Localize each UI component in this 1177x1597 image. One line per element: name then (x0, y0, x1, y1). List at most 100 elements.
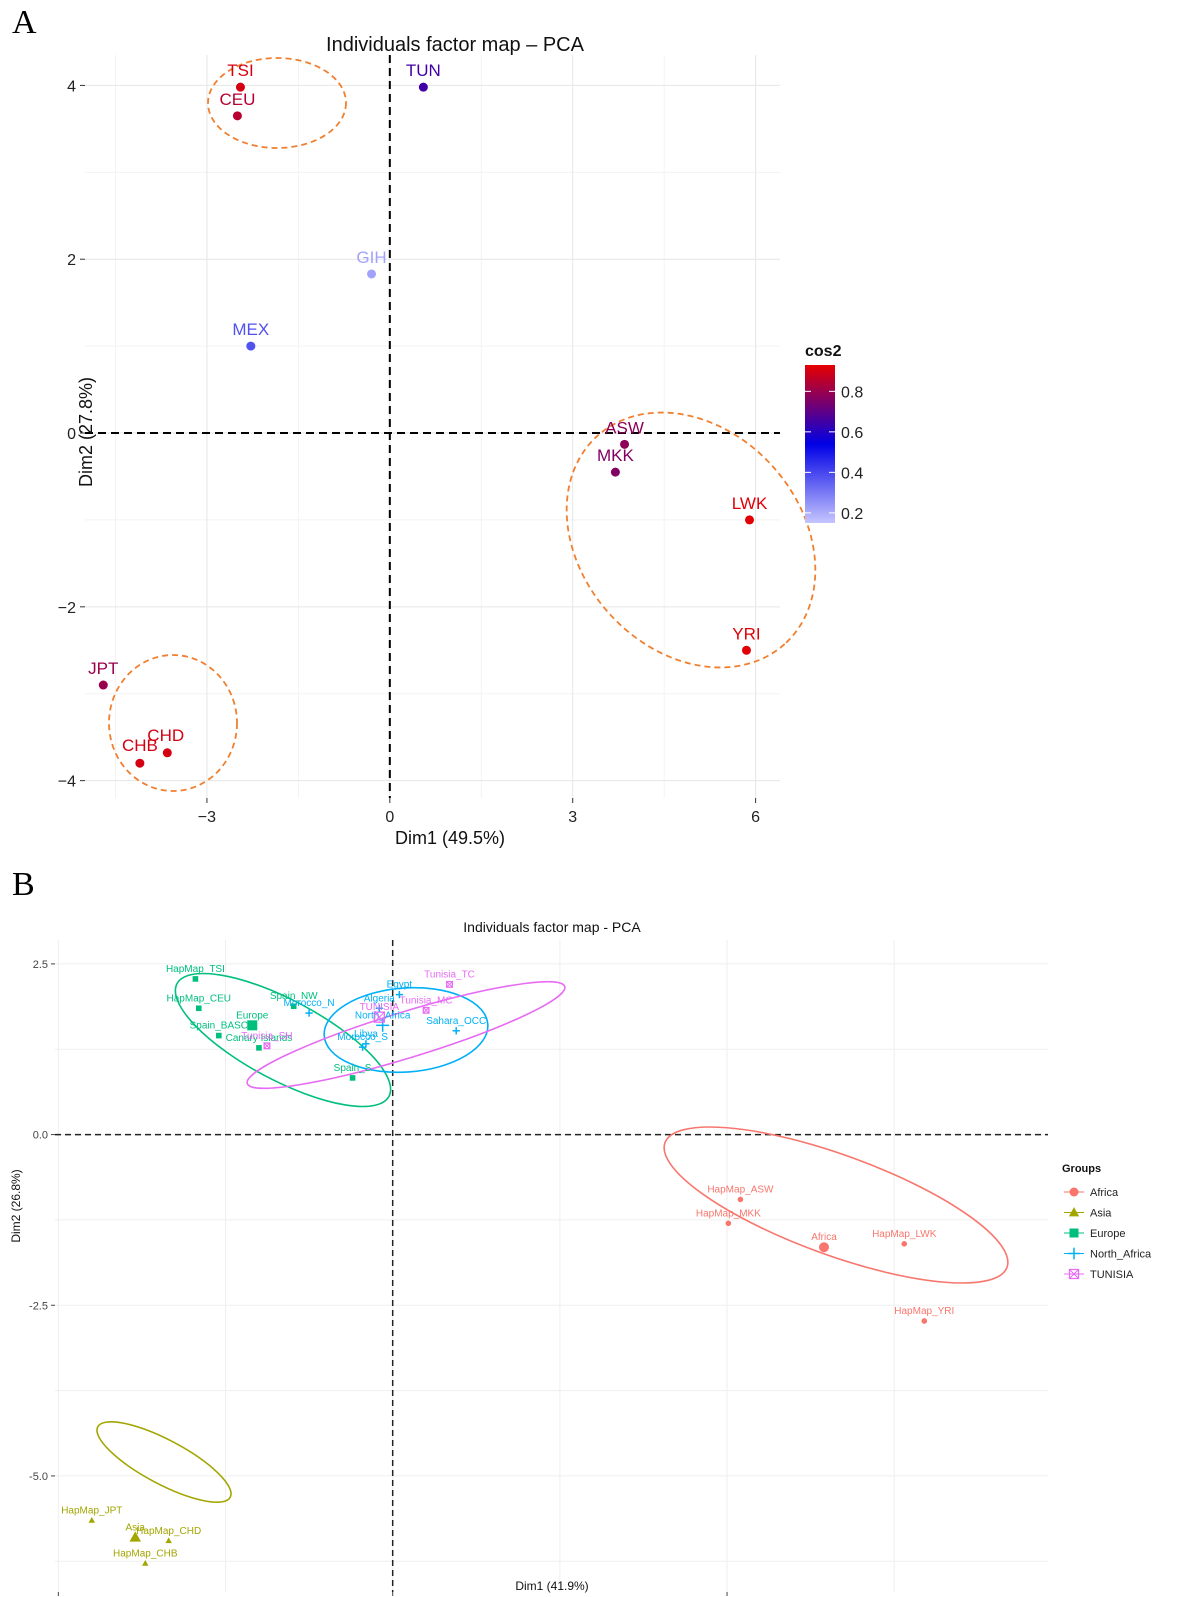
legend-marker-north-africa (1068, 1247, 1080, 1260)
point-label-tunisia-tc: Tunisia_TC (424, 969, 475, 980)
y-axis-label: Dim2 (26.8%) (9, 1169, 23, 1242)
x-axis-label: Dim1 (49.5%) (395, 828, 505, 848)
legend-colorbar (805, 365, 835, 523)
point-label-hapmap-tsi: HapMap_TSI (166, 964, 225, 975)
legend-title: cos2 (805, 343, 842, 360)
point-label-gih: GIH (356, 248, 386, 267)
legend-marker-europe (1069, 1228, 1079, 1238)
legend-label-tunisia: TUNISIA (1090, 1269, 1134, 1281)
point-morocco-n (305, 1009, 313, 1017)
point-label-libya: Libya (354, 1029, 378, 1040)
marker-stroke (422, 1007, 430, 1014)
point-yri (741, 645, 751, 655)
point-tunisia-sh (263, 1042, 271, 1050)
point-label-tun: TUN (406, 61, 441, 80)
point-ceu (232, 111, 242, 121)
point-label-egypt: Egypt (387, 980, 413, 991)
point-label-hapmap-asw: HapMap_ASW (707, 1184, 774, 1195)
point-label-north-africa: North_Africa (355, 1010, 411, 1021)
point-label-algeria: Algeria (364, 993, 396, 1004)
group-ellipse-africa (663, 1126, 1009, 1284)
x-tick-label: 0 (385, 809, 394, 826)
point-label-morocco-n: Morocco_N (284, 998, 335, 1009)
group-ellipse-north-africa (323, 986, 489, 1074)
point-jpt (98, 680, 108, 690)
point-label-hapmap-lwk: HapMap_LWK (872, 1229, 937, 1240)
point-label-asw: ASW (605, 418, 644, 437)
marker-stroke (446, 980, 453, 988)
legend-tick-label: 0.6 (841, 425, 863, 442)
point-africa (818, 1242, 829, 1253)
point-europe (247, 1020, 258, 1031)
legend-label-asia: Asia (1090, 1208, 1112, 1220)
point-label-chb: CHB (122, 736, 158, 755)
legend-marker-africa (1069, 1187, 1079, 1197)
point-chd (162, 748, 172, 758)
point-label-tunisia: TUNISIA (360, 1002, 400, 1013)
point-lwk (745, 515, 755, 525)
y-tick-label: -5.0 (29, 1471, 48, 1483)
point-label-chd: CHD (147, 726, 184, 745)
point-hapmap-jpt (88, 1516, 95, 1523)
point-label-sahara-occ: Sahara_OCC (426, 1016, 486, 1027)
point-label-morocco-s: Morocco_S (337, 1032, 388, 1043)
point-label-europe: Europe (236, 1010, 269, 1021)
legend-marker-tunisia (1068, 1268, 1080, 1280)
point-mkk (610, 467, 620, 477)
point-spain-basc (216, 1032, 222, 1039)
point-label-spain-nw: Spain_NW (270, 991, 318, 1002)
point-label-lwk: LWK (732, 494, 768, 513)
point-algeria (375, 1004, 383, 1012)
point-label-mkk: MKK (597, 446, 635, 465)
legend-label-europe: Europe (1090, 1228, 1125, 1240)
group-ellipse-europe (174, 972, 392, 1108)
cluster-ellipse-asia (108, 654, 238, 792)
point-spain-s (349, 1075, 356, 1081)
point-label-tunisia-sh: Tunisia_SH (241, 1031, 292, 1042)
marker-stroke (422, 1006, 430, 1014)
point-label-hapmap-mkk: HapMap_MKK (696, 1208, 761, 1219)
point-label-hapmap-ceu: HapMap_CEU (167, 993, 231, 1004)
point-hapmap-yri (921, 1318, 928, 1324)
point-asia (129, 1531, 141, 1542)
point-label-ceu: CEU (219, 90, 255, 109)
y-tick-label: -2.5 (29, 1300, 48, 1312)
point-label-yri: YRI (732, 624, 760, 643)
point-label-asia: Asia (126, 1522, 146, 1533)
marker-stroke (1069, 1269, 1079, 1279)
point-libya (362, 1040, 370, 1048)
x-tick-label: 3 (568, 809, 577, 826)
point-asw (620, 439, 630, 449)
marker-stroke (373, 1011, 385, 1023)
point-tunisia (373, 1011, 385, 1023)
point-tun (418, 82, 428, 92)
panel-label-b: B (12, 866, 35, 903)
point-chb (135, 758, 145, 768)
x-axis-label: Dim1 (41.9%) (515, 1579, 588, 1593)
point-hapmap-chb (142, 1559, 149, 1566)
plot-panel (55, 940, 1048, 1592)
point-label-hapmap-yri: HapMap_YRI (894, 1306, 954, 1317)
point-label-mex: MEX (232, 320, 269, 339)
point-label-tsi: TSI (227, 61, 253, 80)
point-label-hapmap-chb: HapMap_CHB (113, 1548, 178, 1559)
y-tick-label: 2.5 (33, 959, 48, 971)
point-gih (367, 269, 377, 279)
marker-stroke (446, 981, 453, 988)
group-ellipse-asia (96, 1420, 232, 1504)
point-hapmap-asw (737, 1196, 744, 1203)
cluster-ellipse-europe (207, 57, 347, 149)
plot-panel (85, 55, 780, 798)
point-label-africa: Africa (811, 1232, 837, 1243)
marker-stroke (263, 1042, 271, 1049)
chart-title: Individuals factor map – PCA (326, 34, 585, 56)
marker-stroke (263, 1042, 271, 1050)
legend-label-africa: Africa (1090, 1187, 1119, 1199)
y-tick-label: 0.0 (33, 1130, 48, 1142)
point-hapmap-mkk (725, 1220, 732, 1227)
chart-title: Individuals factor map - PCA (463, 919, 641, 935)
point-spain-nw (290, 1003, 297, 1010)
legend-marker-asia (1068, 1207, 1080, 1217)
y-tick-label: 4 (67, 78, 76, 95)
